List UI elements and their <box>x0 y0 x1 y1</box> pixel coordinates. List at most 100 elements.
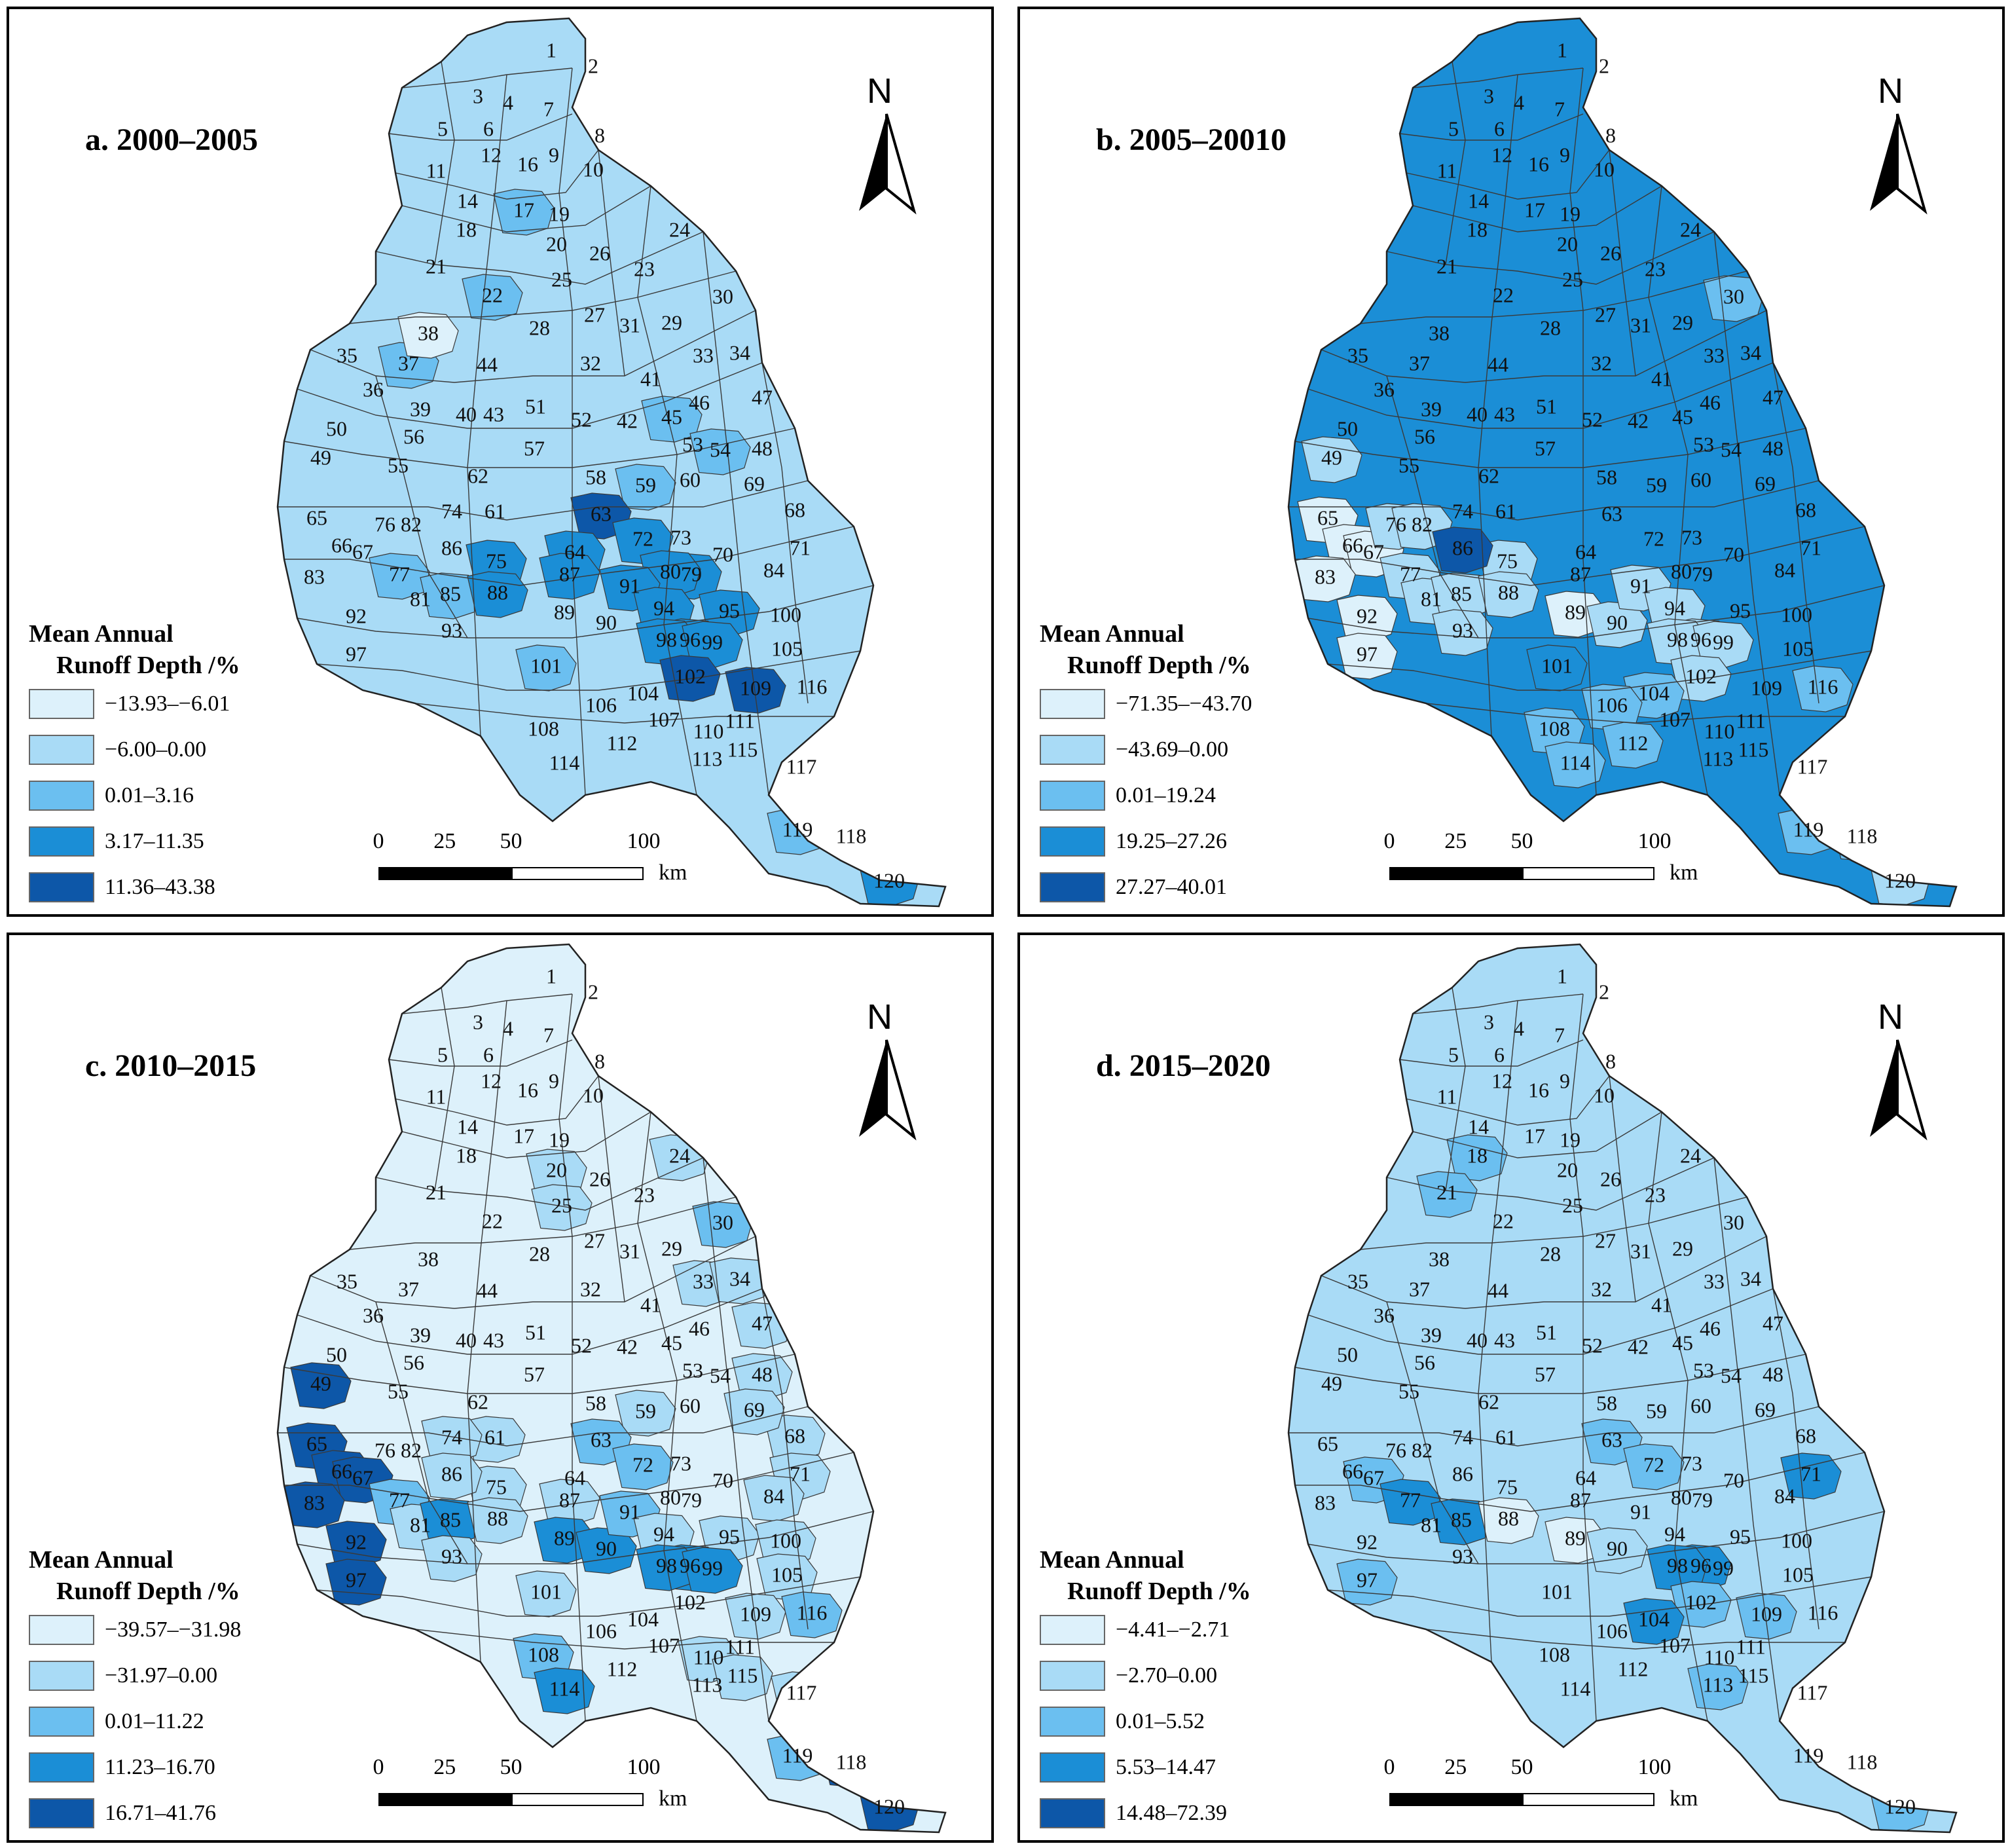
subbasin-region-25 <box>531 1184 593 1231</box>
scale-bar: 0 25 50 100 km <box>1384 829 1698 888</box>
legend-label: 11.36–43.38 <box>105 875 215 899</box>
subbasin-label: 95 <box>1730 1525 1751 1548</box>
subbasin-label: 31 <box>619 313 640 337</box>
subbasin-label: 79 <box>1692 1488 1713 1511</box>
subbasin-label: 23 <box>1645 257 1666 280</box>
subbasin-label: 89 <box>1565 600 1586 623</box>
subbasin-region-83 <box>283 1481 345 1528</box>
subbasin-label: 38 <box>418 321 439 344</box>
subbasin-label: 24 <box>669 1143 690 1167</box>
subbasin-label: 30 <box>1723 1210 1744 1234</box>
scale-segment-white <box>511 1793 644 1806</box>
subbasin-label: 66 <box>1342 533 1363 557</box>
subbasin-label: 104 <box>627 681 659 705</box>
legend-title-line1: Mean Annual <box>29 620 174 648</box>
subbasin-label: 4 <box>503 90 513 114</box>
subbasin-boundary <box>1386 231 1715 285</box>
subbasin-label: 88 <box>1498 1506 1519 1530</box>
subbasin-label: 71 <box>790 1462 811 1485</box>
subbasin-region-114 <box>534 1667 595 1714</box>
subbasin-label: 16 <box>1528 1078 1549 1101</box>
subbasin-label: 80 <box>660 1485 681 1509</box>
subbasin-label: 95 <box>1730 599 1751 622</box>
subbasin-label: 79 <box>1692 562 1713 585</box>
subbasin-boundary <box>1406 149 1610 200</box>
subbasin-label: 65 <box>1317 506 1338 529</box>
subbasin-label: 43 <box>483 402 504 426</box>
subbasin-boundary <box>467 74 507 737</box>
subbasin-label: 48 <box>1763 436 1783 460</box>
subbasin-label: 120 <box>1884 1794 1916 1818</box>
subbasin-label: 108 <box>528 1642 559 1666</box>
subbasin-label: 112 <box>1618 731 1649 754</box>
subbasin-label: 114 <box>1560 750 1591 774</box>
subbasin-label: 6 <box>483 117 494 140</box>
subbasin-label: 47 <box>1763 385 1783 409</box>
map-panel-d: 1 2 3 4 5 6 7 8 9 10 11 12 14 16 17 18 19 20 21 22 23 24 25 26 2… <box>1017 933 2005 1843</box>
subbasin-label: 42 <box>1628 1335 1649 1358</box>
subbasin-label: 59 <box>635 1399 656 1422</box>
subbasin-label: 72 <box>632 1452 653 1476</box>
subbasin-label: 7 <box>543 1023 554 1046</box>
subbasin-label: 1 <box>546 964 557 988</box>
subbasin-boundary <box>375 1157 704 1211</box>
subbasin-label: 63 <box>1601 1428 1622 1451</box>
subbasin-label: 88 <box>487 1506 508 1530</box>
subbasin-region-114 <box>1544 741 1606 788</box>
subbasin-label: 61 <box>484 499 505 523</box>
subbasin-label: 66 <box>331 533 352 557</box>
subbasin-label: 6 <box>483 1043 494 1066</box>
scale-segment-white <box>1522 1793 1654 1806</box>
subbasin-region-38 <box>397 312 459 359</box>
subbasin-label: 68 <box>1795 498 1816 521</box>
subbasin-boundary <box>1295 1452 1865 1512</box>
subbasin-label: 5 <box>1448 117 1459 140</box>
legend-item: 16.71–41.76 <box>29 1790 337 1836</box>
subbasin-label: 52 <box>571 407 592 431</box>
legend-item: −43.69–0.00 <box>1040 727 1347 773</box>
subbasin-boundary <box>401 67 573 88</box>
subbasin-label: 3 <box>473 1010 483 1033</box>
subbasin-boundary <box>1713 231 1780 796</box>
legend-label: 19.25–27.26 <box>1116 829 1227 853</box>
subbasin-boundary <box>1360 270 1747 324</box>
subbasin-boundary <box>1321 1236 1767 1309</box>
subbasin-label: 37 <box>1409 1277 1430 1301</box>
basin-outline <box>1287 17 1958 908</box>
subbasin-label: 20 <box>1557 232 1578 255</box>
subbasin-label: 45 <box>661 405 682 428</box>
subbasin-label: 18 <box>456 1143 477 1167</box>
subbasin-label: 32 <box>580 351 601 375</box>
subbasin-boundary <box>401 993 573 1014</box>
subbasin-boundary <box>1294 428 1806 468</box>
subbasin-label: 92 <box>1357 604 1378 627</box>
subbasin-label: 57 <box>524 1362 545 1386</box>
subbasin-label: 70 <box>712 542 733 566</box>
legend-item: −2.70–0.00 <box>1040 1653 1347 1699</box>
subbasin-label: 99 <box>1713 1556 1734 1580</box>
subbasin-boundary <box>703 231 769 796</box>
scale-unit: km <box>659 1786 687 1811</box>
subbasin-label: 28 <box>1540 316 1561 339</box>
subbasin-label: 60 <box>1690 1394 1711 1417</box>
subbasin-label: 70 <box>1723 542 1744 566</box>
subbasin-region-88 <box>1478 1497 1539 1544</box>
subbasin-label: 19 <box>1560 1128 1581 1151</box>
subbasin-label: 82 <box>401 512 422 536</box>
legend-label: 16.71–41.76 <box>105 1801 216 1825</box>
subbasin-label: 81 <box>1421 1513 1442 1536</box>
legend-swatch <box>1040 1615 1105 1645</box>
subbasin-region-101 <box>515 644 577 692</box>
legend-title-line1: Mean Annual <box>1040 620 1184 648</box>
north-arrow-icon <box>859 1039 917 1141</box>
subbasin-label: 107 <box>648 707 680 731</box>
subbasin-label: 96 <box>680 1553 701 1577</box>
subbasin-label: 45 <box>1672 1331 1693 1354</box>
subbasin-boundary <box>1772 362 1819 704</box>
subbasin-label: 97 <box>1357 1568 1378 1591</box>
subbasin-label: 75 <box>1497 1475 1518 1498</box>
subbasin-label: 98 <box>1667 627 1688 651</box>
subbasin-label: 5 <box>1448 1043 1459 1066</box>
legend-item: 19.25–27.26 <box>1040 819 1347 864</box>
subbasin-label: 91 <box>619 1500 640 1523</box>
